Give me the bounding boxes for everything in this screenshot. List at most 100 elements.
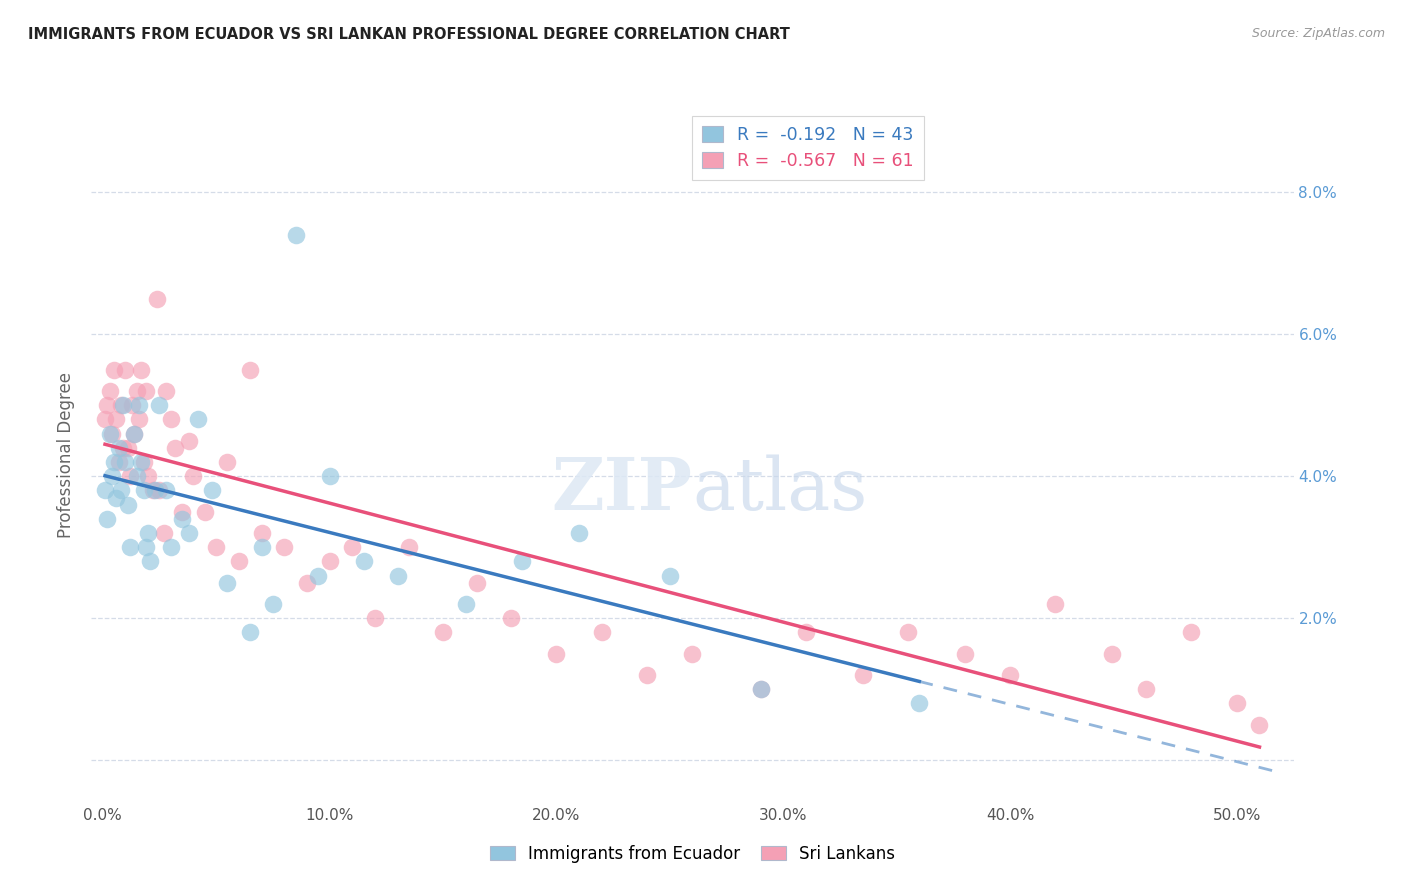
Point (201, 483, 224, 498)
Point (103, 455, 125, 469)
Point (183, 469, 205, 483)
Point (135, 384, 157, 398)
Point (136, 469, 159, 483)
Point (658, 568, 681, 582)
Text: ZIP: ZIP (551, 454, 692, 525)
Point (103, 362, 125, 376)
Point (465, 575, 488, 590)
Point (118, 540, 141, 554)
Point (749, 682, 772, 697)
Point (146, 292, 169, 306)
Point (165, 441, 187, 455)
Point (129, 455, 152, 469)
Text: IMMIGRANTS FROM ECUADOR VS SRI LANKAN PROFESSIONAL DEGREE CORRELATION CHART: IMMIGRANTS FROM ECUADOR VS SRI LANKAN PR… (28, 27, 790, 42)
Point (121, 398, 143, 412)
Text: atlas: atlas (692, 454, 868, 525)
Point (107, 455, 129, 469)
Point (94, 412, 117, 426)
Point (318, 469, 340, 483)
Point (110, 398, 132, 412)
Point (96, 398, 118, 412)
Point (107, 441, 129, 455)
Point (159, 412, 181, 426)
Point (110, 483, 132, 498)
Point (98, 426, 121, 441)
Point (101, 469, 124, 483)
Point (908, 697, 931, 711)
Point (546, 647, 568, 661)
Point (342, 540, 364, 554)
Point (217, 455, 239, 469)
Point (239, 625, 262, 640)
Point (132, 455, 155, 469)
Point (117, 441, 139, 455)
Point (499, 611, 522, 625)
Point (148, 483, 170, 498)
Point (250, 540, 273, 554)
Point (217, 575, 239, 590)
Y-axis label: Professional Degree: Professional Degree (58, 372, 76, 538)
Point (98, 384, 121, 398)
Point (124, 426, 146, 441)
Point (114, 362, 136, 376)
Point (112, 441, 135, 455)
Point (143, 483, 166, 498)
Point (636, 668, 658, 682)
Point (148, 398, 170, 412)
Point (105, 491, 128, 505)
Point (591, 625, 613, 640)
Point (318, 554, 340, 568)
Point (125, 469, 148, 483)
Point (794, 625, 817, 640)
Text: Source: ZipAtlas.com: Source: ZipAtlas.com (1251, 27, 1385, 40)
Point (1101, 647, 1123, 661)
Point (139, 554, 162, 568)
Point (135, 540, 157, 554)
Point (454, 597, 477, 611)
Point (273, 540, 295, 554)
Point (94, 483, 117, 498)
Point (153, 526, 176, 541)
Point (295, 575, 318, 590)
Point (159, 540, 181, 554)
Point (155, 483, 177, 498)
Legend: Immigrants from Ecuador, Sri Lankans: Immigrants from Ecuador, Sri Lankans (482, 837, 903, 871)
Point (953, 647, 976, 661)
Point (353, 554, 375, 568)
Point (172, 505, 194, 519)
Point (1135, 682, 1157, 697)
Point (112, 398, 135, 412)
Point (1180, 625, 1202, 640)
Point (387, 568, 409, 582)
Point (124, 426, 146, 441)
Point (364, 611, 387, 625)
Point (194, 505, 217, 519)
Point (128, 412, 150, 426)
Point (129, 362, 152, 376)
Point (1249, 717, 1271, 731)
Point (512, 554, 534, 568)
Point (681, 647, 703, 661)
Point (177, 526, 200, 541)
Point (125, 384, 148, 398)
Point (568, 526, 591, 541)
Point (851, 668, 873, 682)
Point (262, 597, 284, 611)
Point (117, 498, 139, 512)
Point (749, 682, 772, 697)
Point (897, 625, 920, 640)
Point (136, 526, 159, 541)
Point (128, 398, 150, 412)
Point (998, 668, 1021, 682)
Point (187, 412, 209, 426)
Point (239, 362, 262, 376)
Point (307, 568, 329, 582)
Point (228, 554, 250, 568)
Point (132, 483, 155, 498)
Point (250, 526, 273, 541)
Point (118, 469, 141, 483)
Point (1045, 597, 1067, 611)
Point (284, 227, 307, 242)
Point (398, 540, 420, 554)
Point (1226, 697, 1249, 711)
